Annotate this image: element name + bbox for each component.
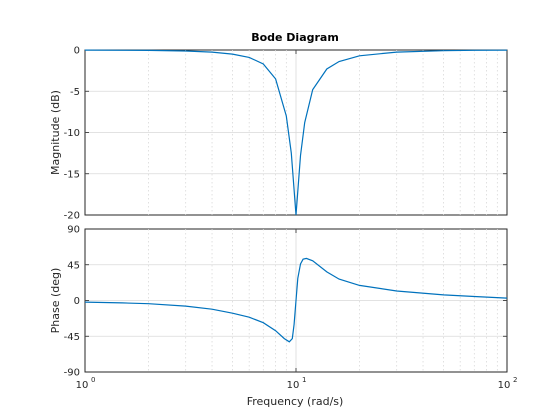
magnitude-curve — [84, 49, 508, 216]
x-tick-label: 10 — [76, 380, 89, 391]
magnitude-y-tick-label: -20 — [64, 211, 80, 222]
phase-axes: 90 45 0 -45 -90 Phase (deg) — [49, 225, 508, 379]
phase-y-tick-label: -90 — [64, 368, 80, 379]
magnitude-y-tick-label: -15 — [64, 169, 80, 180]
phase-curve — [84, 257, 508, 343]
magnitude-y-tick-label: -10 — [64, 128, 80, 139]
phase-y-tick-label: 0 — [74, 296, 80, 307]
phase-y-tick-label: 90 — [67, 225, 80, 236]
chart-title: Bode Diagram — [251, 31, 339, 44]
x-tick-label: 10 — [287, 380, 300, 391]
x-tick-exponent: 0 — [91, 376, 95, 384]
phase-y-axis-label: Phase (deg) — [49, 268, 62, 334]
magnitude-y-tick-label: 0 — [74, 46, 80, 57]
x-axis-label: Frequency (rad/s) — [247, 395, 344, 408]
x-tick-label: 10 — [498, 380, 511, 391]
magnitude-y-tick-label: -5 — [70, 87, 80, 98]
phase-y-tick-label: 45 — [67, 260, 80, 271]
magnitude-axes: 0 -5 -10 -15 -20 Magnitude (dB) — [49, 46, 508, 222]
magnitude-y-axis-label: Magnitude (dB) — [49, 90, 62, 175]
x-tick-exponent: 1 — [302, 376, 306, 384]
phase-y-tick-label: -45 — [64, 332, 80, 343]
x-tick-exponent: 2 — [513, 376, 517, 384]
